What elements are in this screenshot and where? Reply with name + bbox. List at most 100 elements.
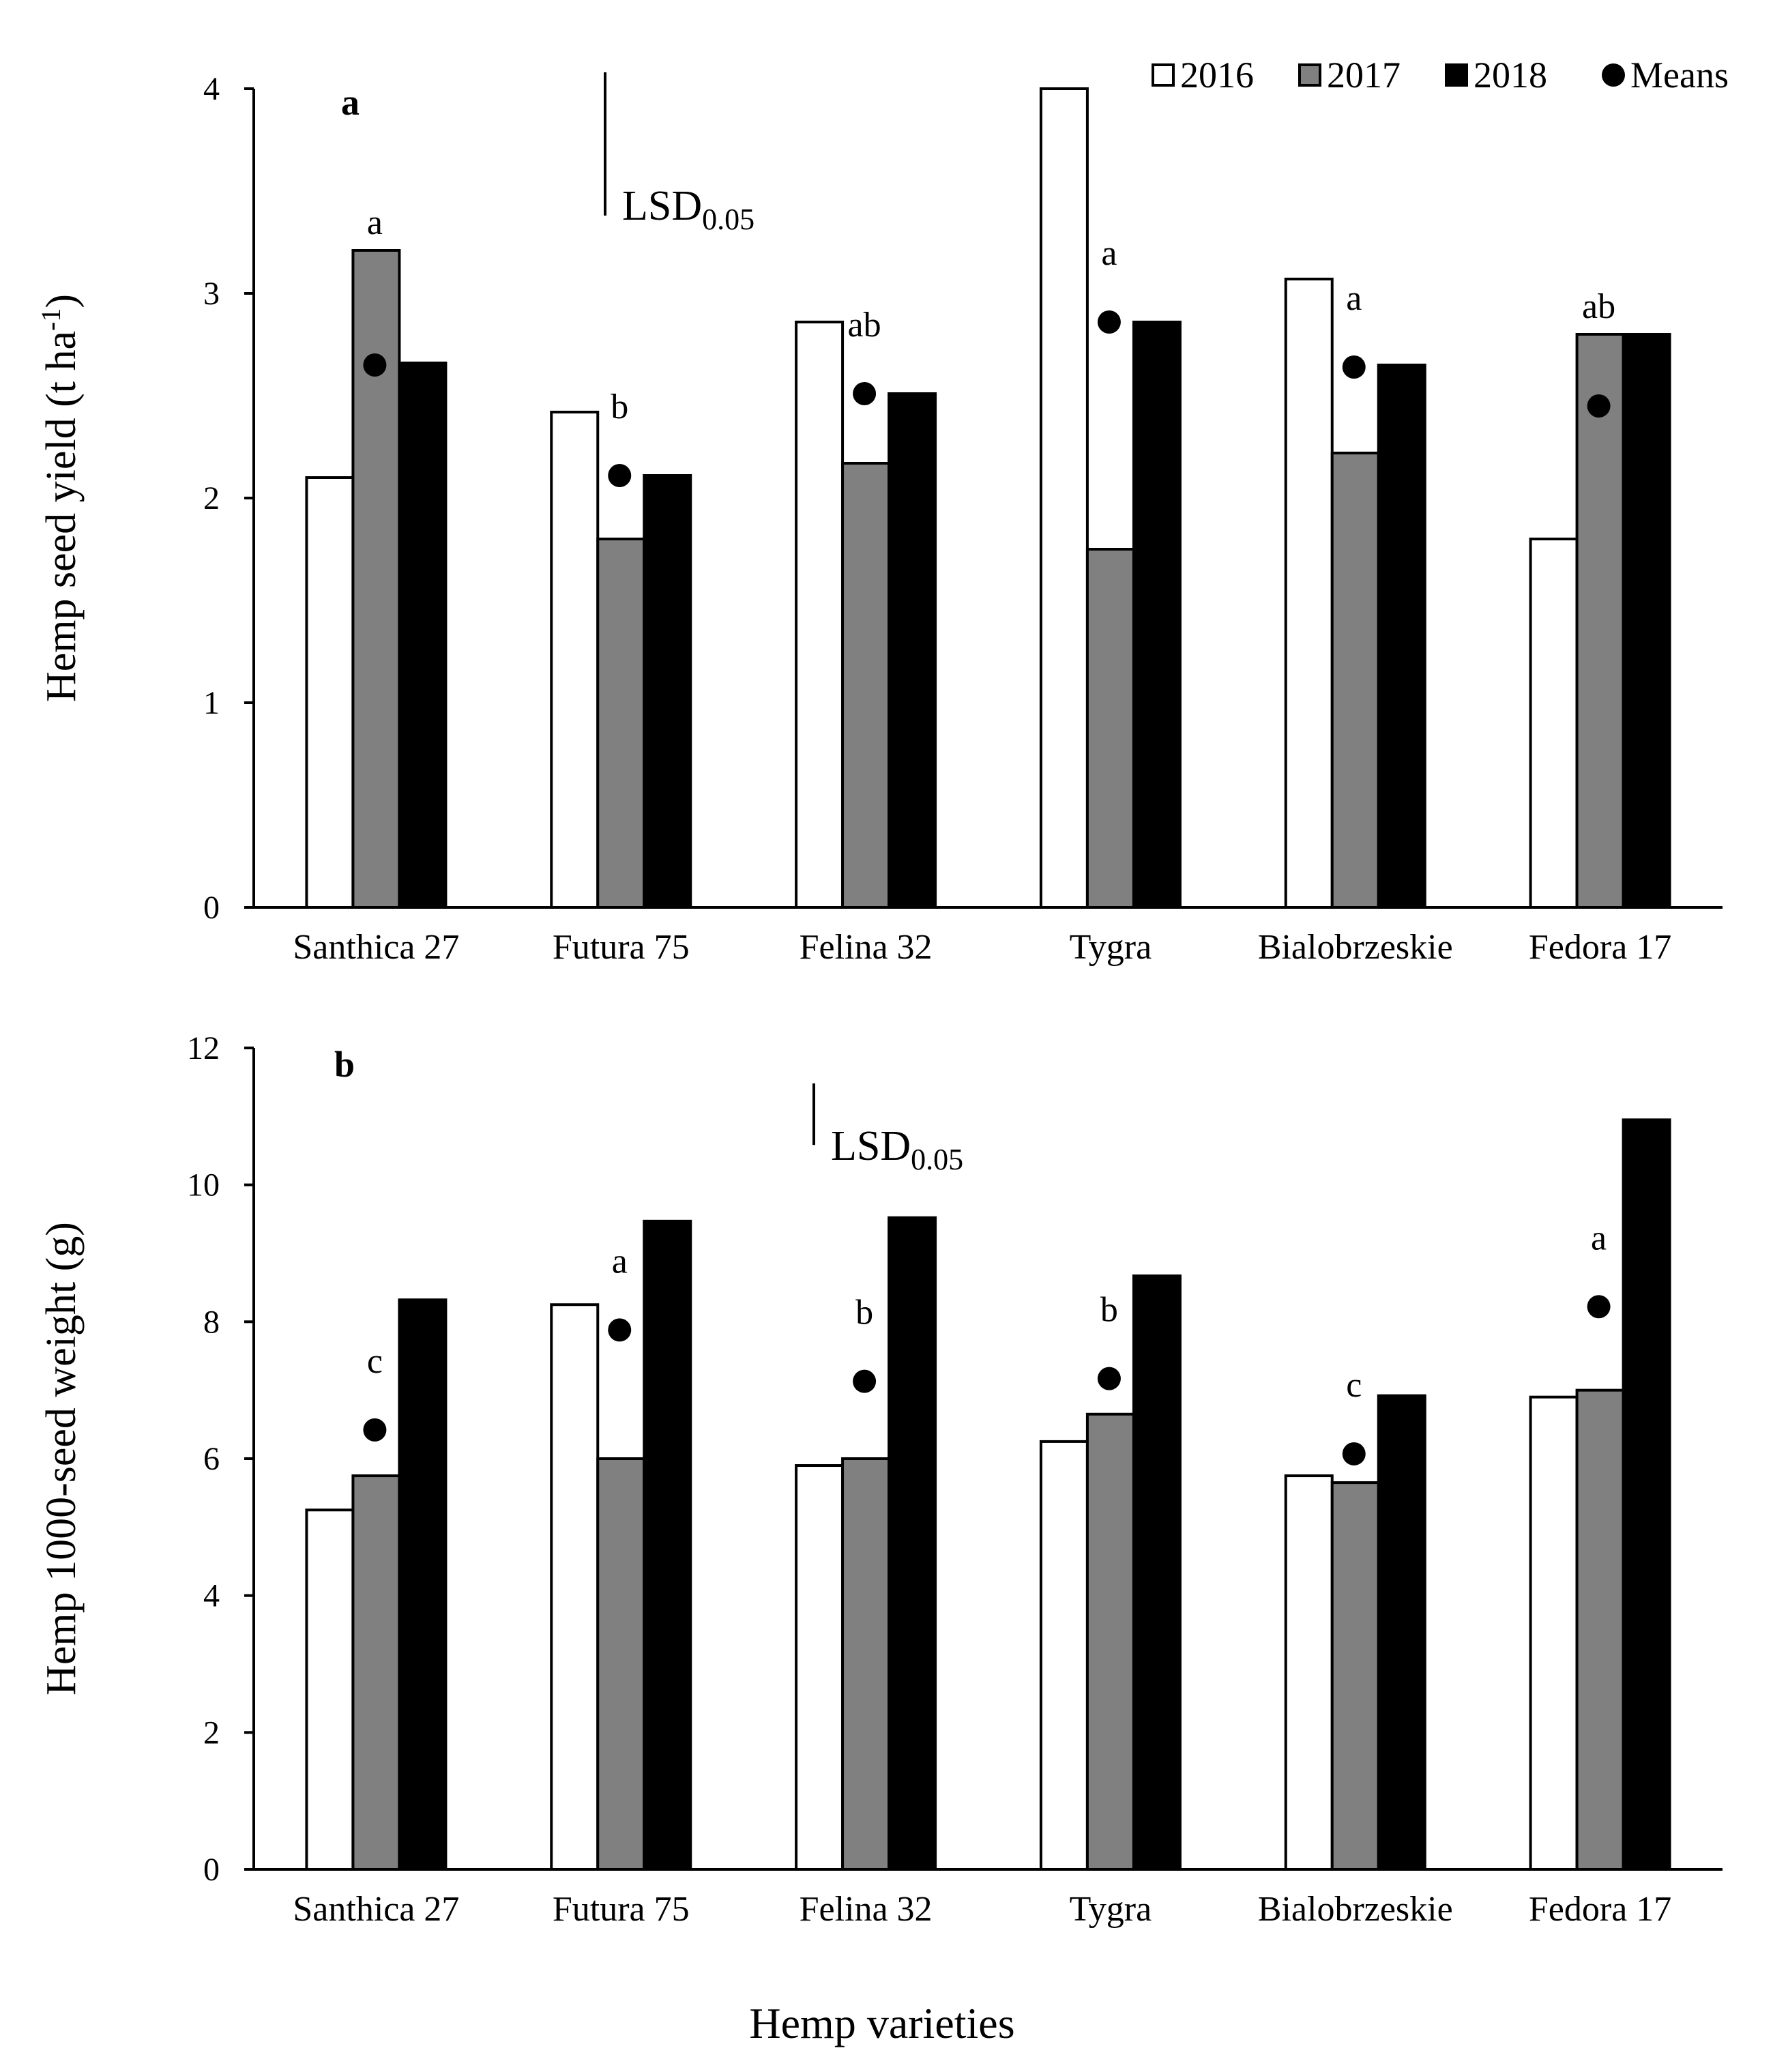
bar-2018-tygra	[1132, 1274, 1182, 1871]
bar-2018-futura-75	[643, 1219, 692, 1871]
y-tick-label: 1	[203, 685, 220, 721]
x-tick-label: Santhica 27	[293, 928, 459, 967]
mean-marker	[853, 382, 877, 405]
legend-label: 2018	[1474, 55, 1547, 96]
bar-2016-santhica-27	[305, 1508, 355, 1871]
x-tick-label: Felina 32	[800, 928, 933, 967]
bar-2018-bialobrzeskie	[1377, 1394, 1426, 1871]
x-tick-label: Futura 75	[553, 1890, 690, 1929]
x-tick-label: Fedora 17	[1529, 1890, 1671, 1929]
significance-letter: ab	[1582, 287, 1615, 326]
significance-letter: a	[1346, 279, 1362, 318]
y-tick-label: 12	[187, 1030, 220, 1066]
bar-2018-santhica-27	[398, 362, 448, 909]
mean-marker	[1097, 1367, 1121, 1390]
y-tick-label: 6	[203, 1441, 220, 1477]
y-tick-label: 2	[203, 480, 220, 516]
significance-letter: b	[611, 388, 628, 426]
mean-marker	[1097, 310, 1121, 334]
lsd-label: LSD0.05	[831, 1123, 963, 1176]
x-tick-label: Felina 32	[800, 1890, 933, 1929]
legend-swatch-2016	[1152, 63, 1175, 87]
y-tick-label: 2	[203, 1714, 220, 1751]
x-tick-label: Bialobrzeskie	[1258, 928, 1453, 967]
legend: 2016 2017 2018 Means	[1152, 55, 1729, 96]
bar-2016-felina-32	[795, 1464, 845, 1871]
x-axis-title: Hemp varieties	[749, 1999, 1014, 2047]
bar-2017-tygra	[1085, 548, 1135, 909]
legend-label: 2016	[1180, 55, 1254, 96]
mean-marker	[1342, 355, 1366, 379]
bar-2017-futura-75	[596, 538, 646, 909]
significance-letter: b	[855, 1294, 873, 1332]
bar-2017-fedora-17	[1575, 333, 1625, 909]
bar-2016-fedora-17	[1529, 1395, 1579, 1871]
mean-marker	[608, 1318, 632, 1342]
bar-2017-tygra	[1085, 1412, 1135, 1871]
bar-2016-bialobrzeskie	[1284, 1474, 1334, 1871]
y-tick-label: 0	[203, 890, 220, 926]
panel-a-seed-yield: 0 1 2 3 4 Santhica 27 Futura 75 Felina 32 Tygra B…	[35, 71, 1723, 967]
bar-2017-bialobrzeskie	[1330, 1481, 1380, 1871]
bar-2017-bialobrzeskie	[1330, 452, 1380, 909]
mean-marker	[1587, 1295, 1611, 1319]
y-axis-title: Hemp seed yield (t ha-1)	[35, 294, 85, 702]
legend-swatch-2018	[1445, 63, 1468, 87]
mean-marker	[1587, 394, 1611, 418]
panel-label: a	[341, 82, 360, 123]
legend-label: 2017	[1327, 55, 1401, 96]
bar-2018-felina-32	[888, 392, 937, 909]
significance-letter: c	[1346, 1366, 1362, 1405]
bar-2016-bialobrzeskie	[1284, 278, 1334, 909]
bar-2017-santhica-27	[351, 1474, 401, 1871]
y-tick-label: 3	[203, 276, 220, 312]
bar-2018-tygra	[1132, 321, 1182, 909]
bar-2016-santhica-27	[305, 476, 355, 909]
bar-2017-felina-32	[841, 462, 891, 909]
bar-2017-felina-32	[841, 1457, 891, 1871]
panel-label: b	[334, 1044, 355, 1085]
bar-2016-tygra	[1039, 87, 1089, 909]
y-tick-label: 4	[203, 71, 220, 107]
bar-2018-felina-32	[888, 1216, 937, 1871]
significance-letter: a	[1101, 234, 1117, 273]
bar-2017-futura-75	[596, 1457, 646, 1871]
significance-letter: c	[367, 1342, 383, 1381]
bar-2018-fedora-17	[1622, 1118, 1671, 1871]
bar-2016-futura-75	[550, 1303, 600, 1871]
x-tick-label: Santhica 27	[293, 1890, 459, 1929]
x-tick-label: Bialobrzeskie	[1258, 1890, 1453, 1929]
bar-2018-santhica-27	[398, 1298, 448, 1871]
significance-letter: ab	[848, 306, 881, 345]
x-tick-label: Fedora 17	[1529, 928, 1671, 967]
significance-letter: a	[612, 1242, 628, 1281]
significance-letter: b	[1100, 1291, 1118, 1330]
bar-2016-tygra	[1039, 1440, 1089, 1871]
y-axis-title: Hemp 1000-seed weight (g)	[38, 1222, 85, 1695]
panel-b-seed-weight: 0 2 4 6 8 10 12 Santhica 27 Futura 75 Felina 32 Ty…	[38, 1030, 1723, 1929]
bar-2018-bialobrzeskie	[1377, 364, 1426, 909]
bar-2016-felina-32	[795, 321, 845, 909]
mean-marker	[363, 1418, 387, 1442]
mean-marker	[608, 464, 632, 487]
bar-2016-fedora-17	[1529, 538, 1579, 909]
bar-2018-futura-75	[643, 474, 692, 909]
bar-2016-futura-75	[550, 411, 600, 909]
legend-swatch-means	[1602, 63, 1625, 87]
x-tick-label: Tygra	[1070, 928, 1152, 967]
significance-letter: a	[1591, 1219, 1607, 1257]
y-tick-label: 10	[187, 1167, 220, 1203]
bar-2017-santhica-27	[351, 249, 401, 909]
y-tick-label: 0	[203, 1852, 220, 1888]
lsd-label: LSD0.05	[622, 183, 754, 236]
mean-marker	[363, 353, 387, 377]
x-tick-label: Futura 75	[553, 928, 690, 967]
bar-2018-fedora-17	[1622, 333, 1671, 909]
y-tick-label: 4	[203, 1578, 220, 1614]
mean-marker	[1342, 1442, 1366, 1465]
bar-2017-fedora-17	[1575, 1388, 1625, 1871]
mean-marker	[853, 1369, 877, 1393]
x-tick-label: Tygra	[1070, 1890, 1152, 1929]
y-tick-label: 8	[203, 1304, 220, 1340]
